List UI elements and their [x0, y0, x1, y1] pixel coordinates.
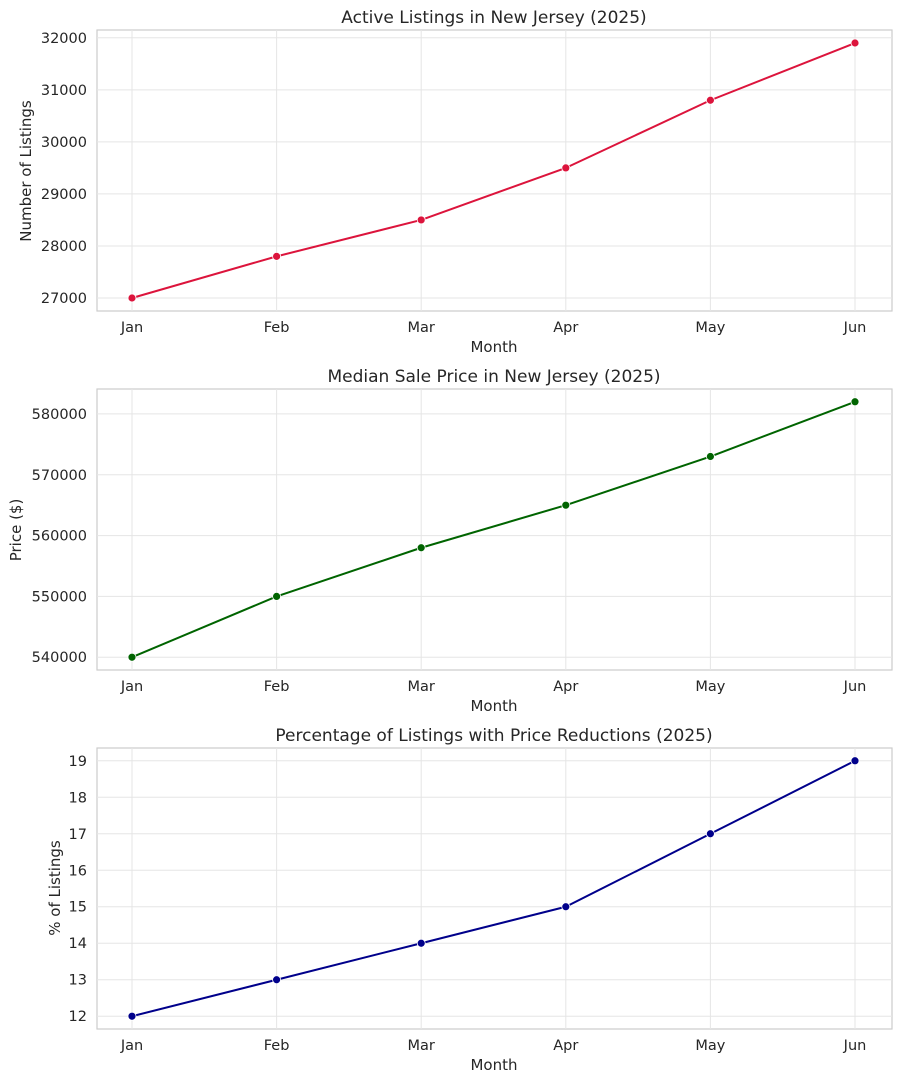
plot-frame: [96, 388, 893, 671]
data-point: [561, 500, 571, 510]
chart-title: Percentage of Listings with Price Reduct…: [275, 726, 712, 746]
x-tick-label: Jan: [120, 1038, 143, 1054]
chart-price-reductions: Percentage of Listings with Price Reduct…: [46, 726, 893, 1074]
data-point: [416, 543, 426, 553]
x-tick-label: Jun: [843, 320, 867, 336]
data-point: [416, 938, 426, 948]
data-point: [416, 215, 426, 225]
x-tick-label: Mar: [408, 679, 435, 695]
y-axis-label: Price ($): [7, 499, 25, 562]
plot-area: [96, 747, 893, 1030]
x-axis-label: Month: [470, 338, 517, 356]
y-tick-label: 540000: [32, 650, 87, 666]
x-tick-label: Apr: [553, 679, 578, 695]
y-tick-label: 30000: [41, 135, 87, 151]
y-tick-label: 12: [69, 1009, 87, 1025]
x-tick-label: Jan: [120, 679, 143, 695]
x-tick-label: Jan: [120, 320, 143, 336]
data-point: [272, 592, 282, 601]
data-point: [127, 652, 137, 662]
x-tick-label: Feb: [264, 679, 290, 695]
y-tick-label: 550000: [32, 589, 87, 605]
x-tick-label: May: [695, 679, 725, 695]
x-tick-label: Mar: [408, 320, 435, 336]
y-tick-label: 560000: [32, 529, 87, 545]
x-tick-label: Apr: [553, 1038, 578, 1054]
y-axis-label: Number of Listings: [17, 100, 35, 242]
y-tick-label: 570000: [32, 468, 87, 484]
y-tick-label: 27000: [41, 291, 87, 307]
x-tick-label: May: [695, 1038, 725, 1054]
y-tick-label: 13: [69, 973, 87, 989]
y-tick-label: 29000: [41, 187, 87, 203]
data-point: [127, 1011, 137, 1021]
series-line: [131, 42, 856, 299]
x-tick-label: May: [695, 320, 725, 336]
plot-area: [96, 388, 893, 671]
x-tick-label: Jun: [843, 1038, 867, 1054]
data-point: [850, 756, 860, 766]
data-point: [706, 95, 715, 105]
data-point: [561, 163, 571, 173]
y-tick-label: 14: [69, 936, 87, 952]
chart-median-sale-price: Median Sale Price in New Jersey (2025) M…: [7, 367, 893, 715]
y-tick-label: 18: [69, 790, 87, 806]
x-tick-label: Mar: [408, 1038, 435, 1054]
data-point: [850, 397, 860, 407]
x-axis-label: Month: [470, 697, 517, 715]
y-axis-label: % of Listings: [46, 840, 64, 936]
y-tick-label: 580000: [32, 407, 87, 423]
y-tick-label: 28000: [41, 239, 87, 255]
chart-title: Median Sale Price in New Jersey (2025): [327, 367, 660, 387]
data-point: [561, 902, 571, 912]
chart-active-listings: Active Listings in New Jersey (2025) Mon…: [17, 8, 893, 356]
x-tick-label: Feb: [264, 320, 290, 336]
x-tick-label: Jun: [843, 679, 867, 695]
series-line: [131, 400, 856, 659]
plot-area: [96, 29, 893, 312]
y-tick-label: 17: [69, 827, 87, 843]
data-point: [272, 251, 282, 261]
y-tick-label: 31000: [41, 83, 87, 99]
y-tick-label: 16: [69, 863, 87, 879]
chart-title: Active Listings in New Jersey (2025): [341, 8, 646, 28]
data-point: [272, 975, 282, 985]
data-point: [706, 829, 715, 839]
x-tick-label: Apr: [553, 320, 578, 336]
data-point: [127, 293, 137, 303]
y-tick-label: 32000: [41, 31, 87, 47]
data-point: [706, 452, 715, 461]
plot-frame: [96, 747, 893, 1030]
x-tick-label: Feb: [264, 1038, 290, 1054]
y-tick-label: 15: [69, 900, 87, 916]
data-point: [850, 38, 860, 48]
x-axis-label: Month: [470, 1056, 517, 1074]
y-tick-label: 19: [69, 754, 87, 770]
series-line: [131, 759, 856, 1018]
plot-frame: [96, 29, 893, 312]
